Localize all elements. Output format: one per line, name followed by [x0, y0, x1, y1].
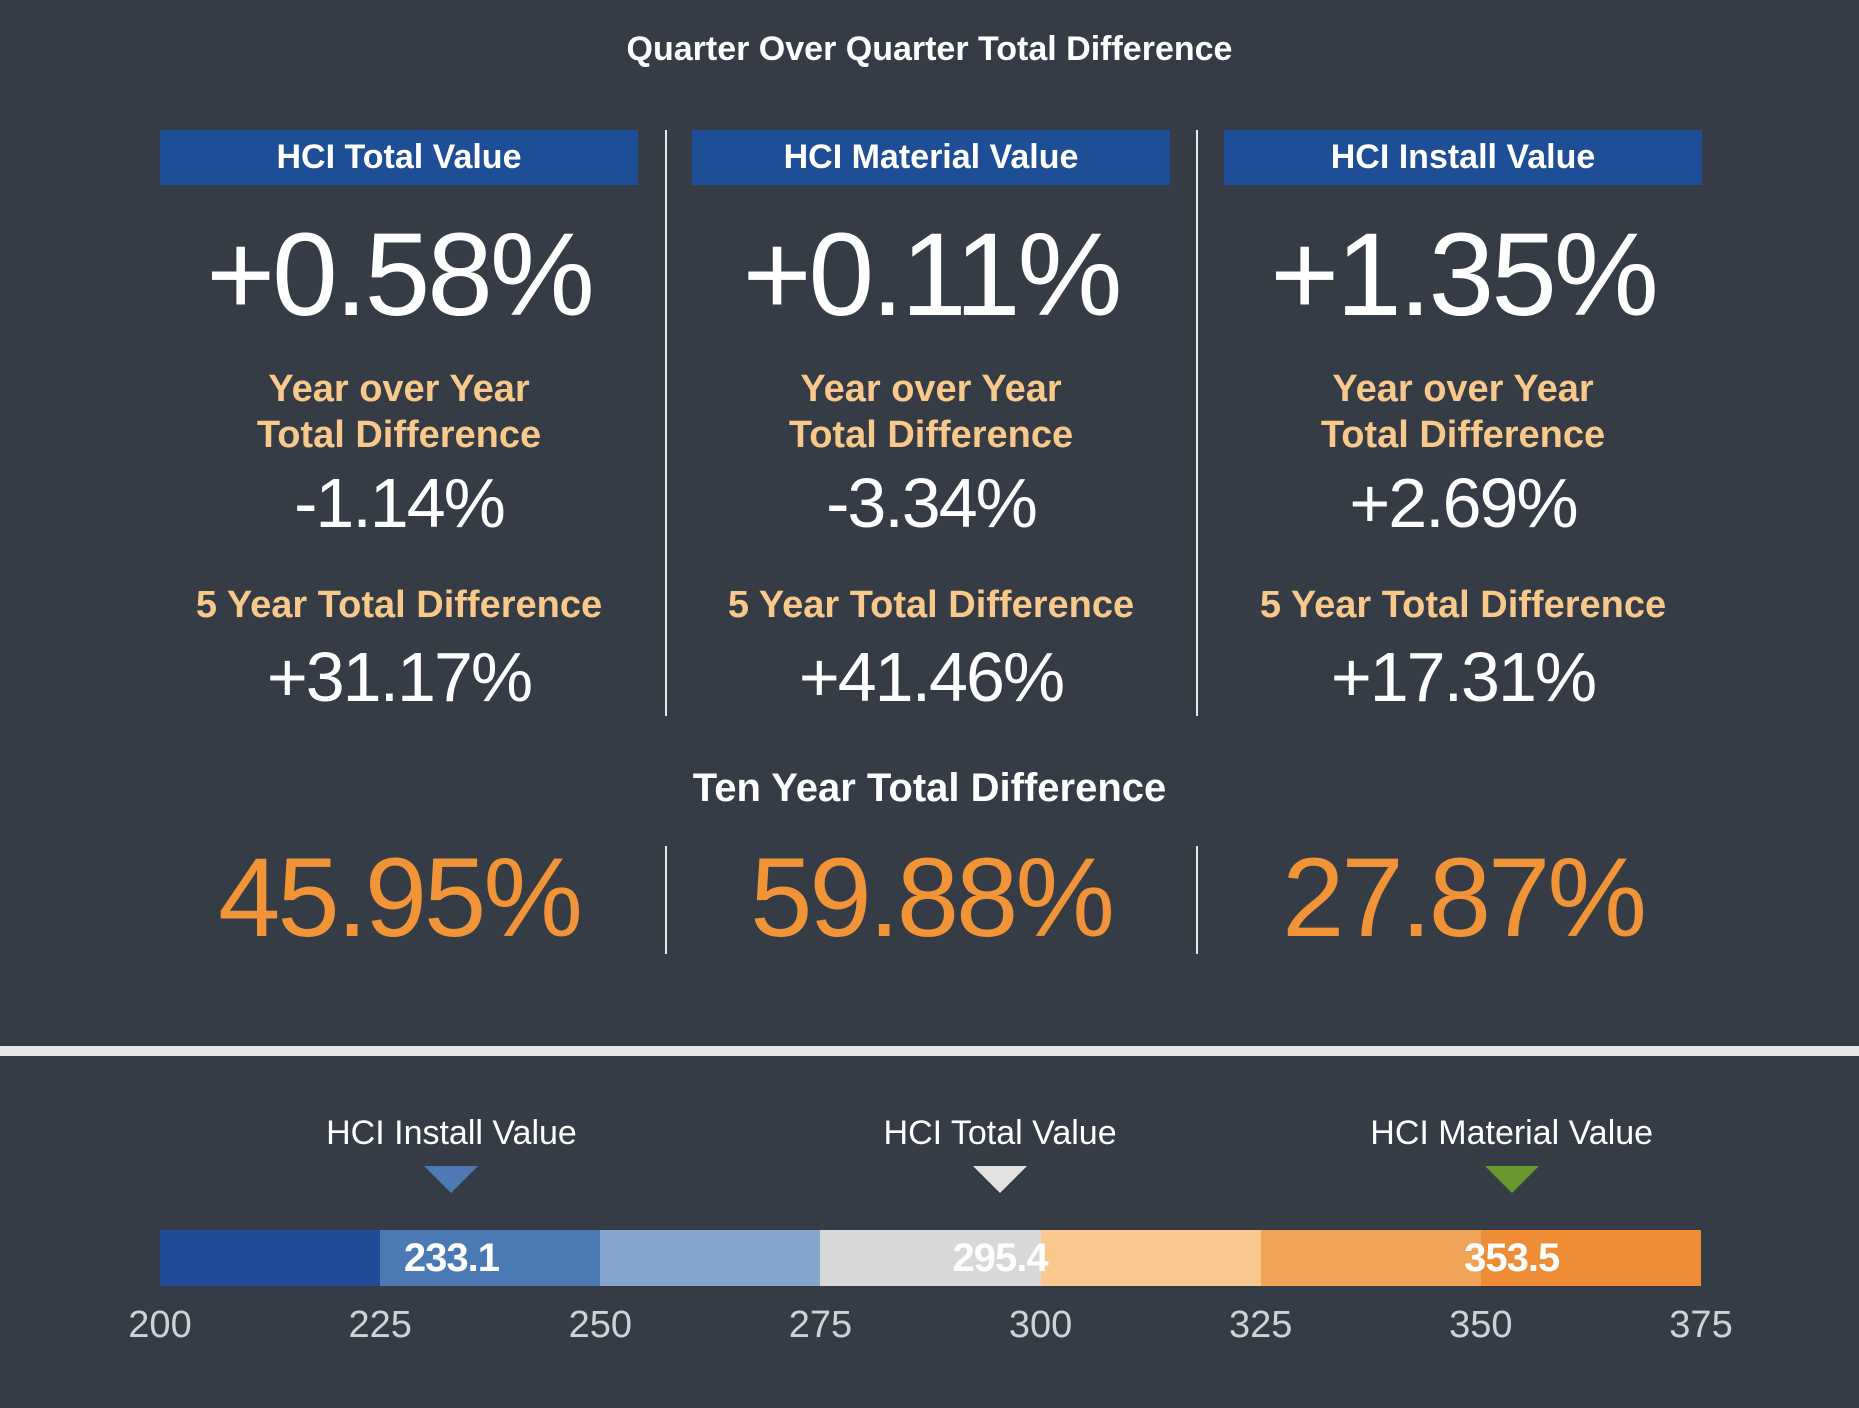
marker-label: HCI Material Value: [1370, 1114, 1654, 1152]
yoy-value: +2.69%: [1349, 464, 1578, 542]
scale-segment: [1260, 1230, 1481, 1286]
ten-year-title: Ten Year Total Difference: [692, 766, 1167, 810]
yoy-label: Year over Year Total Difference: [1224, 366, 1702, 458]
five-year-label: 5 Year Total Difference: [195, 584, 603, 626]
column-divider: [665, 130, 667, 716]
marker-label: HCI Install Value: [326, 1114, 577, 1152]
ten-year-divider: [1196, 846, 1198, 954]
ten-year-value-material: 59.88%: [750, 835, 1115, 960]
axis-tick-label: 375: [1669, 1304, 1733, 1346]
scale-segment: [1040, 1230, 1261, 1286]
column-hci-material: HCI Material Value +0.11% Year over Year…: [692, 130, 1170, 712]
yoy-value: -3.34%: [826, 464, 1038, 542]
axis-tick-label: 275: [788, 1304, 853, 1346]
five-year-value: +41.46%: [798, 638, 1065, 716]
yoy-label-line2: Total Difference: [788, 414, 1074, 456]
page-title: Quarter Over Quarter Total Difference: [626, 30, 1233, 68]
column-header: HCI Material Value: [692, 130, 1170, 185]
axis-tick-label: 200: [128, 1304, 192, 1346]
yoy-label: Year over Year Total Difference: [692, 366, 1170, 458]
ten-year-divider: [665, 846, 667, 954]
marker-value: 353.5: [1464, 1236, 1560, 1280]
axis-tick-label: 325: [1229, 1304, 1293, 1346]
scale-segment: [820, 1230, 1041, 1286]
five-year-label: 5 Year Total Difference: [1259, 584, 1667, 626]
scale-segment: [160, 1230, 381, 1286]
qoq-value: +1.35%: [1270, 209, 1659, 341]
five-year-label: 5 Year Total Difference: [727, 584, 1135, 626]
yoy-label-line2: Total Difference: [256, 414, 542, 456]
ten-year-value-install: 27.87%: [1282, 835, 1647, 960]
yoy-value: -1.14%: [294, 464, 506, 542]
scale-bar: [160, 1230, 1701, 1286]
column-header: HCI Install Value: [1224, 130, 1702, 185]
marker-arrow-icon: [973, 1166, 1028, 1193]
five-year-value: +17.31%: [1330, 638, 1597, 716]
marker-value: 233.1: [403, 1236, 500, 1280]
section-divider: [0, 1046, 1859, 1056]
ten-year-value-total: 45.95%: [218, 835, 583, 960]
yoy-label-line1: Year over Year: [1332, 368, 1594, 410]
scale-segment: [600, 1230, 821, 1286]
axis-tick-label: 350: [1449, 1304, 1513, 1346]
column-divider: [1196, 130, 1198, 716]
axis-tick-label: 300: [1008, 1304, 1073, 1346]
column-hci-total: HCI Total Value +0.58% Year over Year To…: [160, 130, 638, 712]
axis-tick-label: 250: [568, 1304, 632, 1346]
yoy-label-line1: Year over Year: [800, 368, 1062, 410]
marker-arrow-icon: [424, 1166, 479, 1193]
yoy-label-line1: Year over Year: [268, 368, 530, 410]
marker-value: 295.4: [952, 1236, 1049, 1280]
five-year-value: +31.17%: [266, 638, 533, 716]
marker-arrow-icon: [1484, 1166, 1539, 1193]
marker-label: HCI Total Value: [883, 1114, 1117, 1152]
yoy-label-line2: Total Difference: [1320, 414, 1606, 456]
scale-segment: [1480, 1230, 1701, 1286]
column-header: HCI Total Value: [160, 130, 638, 185]
yoy-label: Year over Year Total Difference: [160, 366, 638, 458]
qoq-value: +0.11%: [742, 209, 1123, 341]
scale-segment: [380, 1230, 601, 1286]
qoq-value: +0.58%: [206, 209, 595, 341]
column-hci-install: HCI Install Value +1.35% Year over Year …: [1224, 130, 1702, 712]
axis-tick-label: 225: [348, 1304, 412, 1346]
